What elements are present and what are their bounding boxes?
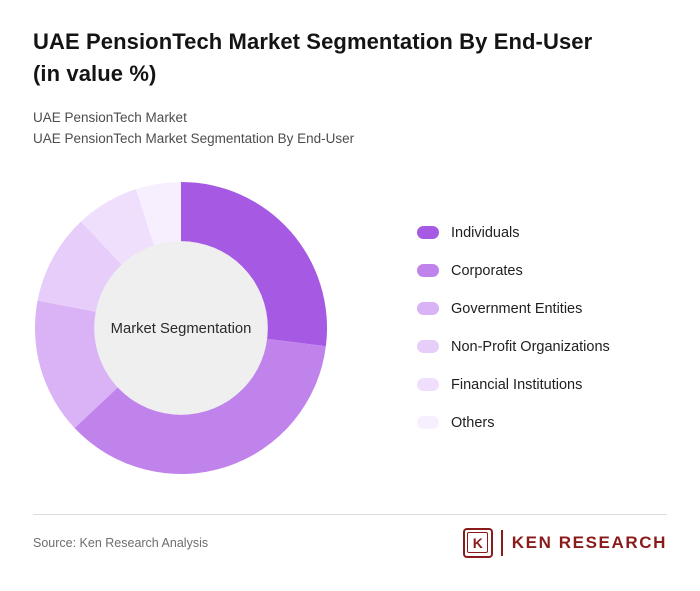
subtitle-market: UAE PensionTech Market bbox=[33, 109, 187, 125]
donut-chart-container: Market Segmentation bbox=[33, 180, 329, 476]
ken-research-logo-icon: K bbox=[462, 527, 493, 558]
legend-label: Individuals bbox=[451, 224, 520, 241]
legend-item-non-profit-organizations: Non-Profit Organizations bbox=[417, 338, 610, 356]
legend-label: Non-Profit Organizations bbox=[451, 338, 610, 355]
legend-swatch bbox=[417, 340, 439, 354]
legend-label: Financial Institutions bbox=[451, 376, 583, 393]
logo-k-letter: K bbox=[467, 532, 489, 554]
chart-area: Market Segmentation Individuals Corporat… bbox=[33, 180, 667, 476]
legend-swatch bbox=[417, 226, 439, 240]
footer: Source: Ken Research Analysis K KEN RESE… bbox=[33, 527, 667, 558]
legend-item-individuals: Individuals bbox=[417, 224, 610, 242]
page-title: UAE PensionTech Market Segmentation By E… bbox=[33, 29, 593, 86]
footer-divider bbox=[33, 513, 667, 515]
logo-brand-text: KEN RESEARCH bbox=[511, 532, 667, 552]
legend-swatch bbox=[417, 264, 439, 278]
logo-separator bbox=[500, 529, 503, 556]
donut-center-label: Market Segmentation bbox=[111, 321, 252, 337]
legend-item-corporates: Corporates bbox=[417, 262, 610, 280]
legend-label: Corporates bbox=[451, 262, 523, 279]
legend-item-others: Others bbox=[417, 414, 610, 432]
legend-swatch bbox=[417, 416, 439, 430]
legend-item-government-entities: Government Entities bbox=[417, 300, 610, 318]
legend-swatch bbox=[417, 378, 439, 392]
subtitle-segmentation: UAE PensionTech Market Segmentation By E… bbox=[33, 130, 355, 146]
report-page: UAE PensionTech Market Segmentation By E… bbox=[33, 29, 667, 558]
chart-legend: Individuals Corporates Government Entiti… bbox=[417, 180, 610, 452]
legend-item-financial-institutions: Financial Institutions bbox=[417, 376, 610, 394]
legend-label: Government Entities bbox=[451, 300, 583, 317]
donut-center-circle bbox=[94, 240, 268, 415]
legend-label: Others bbox=[451, 414, 495, 431]
ken-research-logo: K KEN RESEARCH bbox=[462, 527, 667, 558]
legend-swatch bbox=[417, 302, 439, 316]
donut-chart: Market Segmentation bbox=[34, 181, 328, 474]
source-note: Source: Ken Research Analysis bbox=[33, 535, 209, 550]
